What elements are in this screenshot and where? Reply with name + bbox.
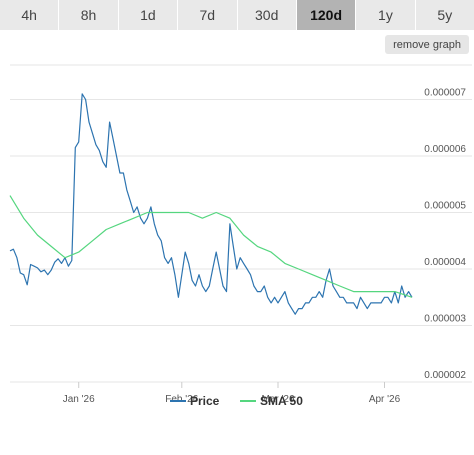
y-tick-label: 0.000006 bbox=[424, 144, 466, 155]
x-axis-ticks: Jan '26 Feb '26 Mar '26 Apr '26 bbox=[63, 382, 401, 405]
tab-30d[interactable]: 30d bbox=[237, 0, 297, 30]
x-tick-label: Feb '26 bbox=[165, 394, 198, 405]
tab-120d[interactable]: 120d bbox=[296, 0, 357, 30]
tab-5y[interactable]: 5y bbox=[415, 0, 474, 30]
y-tick-label: 0.000005 bbox=[424, 201, 466, 212]
x-tick-label: Jan '26 bbox=[63, 394, 95, 405]
grid-lines bbox=[10, 64, 472, 383]
series-line-price bbox=[9, 93, 413, 315]
tab-4h[interactable]: 4h bbox=[0, 0, 60, 30]
tab-7d[interactable]: 7d bbox=[178, 0, 238, 30]
y-tick-label: 0.000003 bbox=[424, 314, 466, 325]
legend: Price SMA 50 bbox=[170, 394, 303, 408]
remove-graph-button[interactable]: remove graph bbox=[385, 35, 469, 54]
x-tick-label: Apr '26 bbox=[369, 394, 401, 405]
series-lines bbox=[9, 93, 413, 315]
y-tick-label: 0.000004 bbox=[424, 257, 466, 268]
legend-sma-label: SMA 50 bbox=[260, 394, 303, 408]
tab-8h[interactable]: 8h bbox=[59, 0, 119, 30]
tab-1y[interactable]: 1y bbox=[356, 0, 416, 30]
tab-1d[interactable]: 1d bbox=[118, 0, 179, 30]
x-tick-label: Mar '26 bbox=[261, 394, 294, 405]
y-tick-label: 0.000002 bbox=[424, 370, 466, 381]
y-axis-ticks: 0.000002 0.000003 0.000004 0.000005 0.000006… bbox=[424, 88, 466, 381]
y-tick-label: 0.000007 bbox=[424, 88, 466, 99]
time-range-tabs: 4h 8h 1d 7d 30d 120d 1y 5y bbox=[0, 0, 474, 30]
series-line-sma-50 bbox=[9, 195, 413, 298]
legend-price-label: Price bbox=[190, 394, 220, 408]
